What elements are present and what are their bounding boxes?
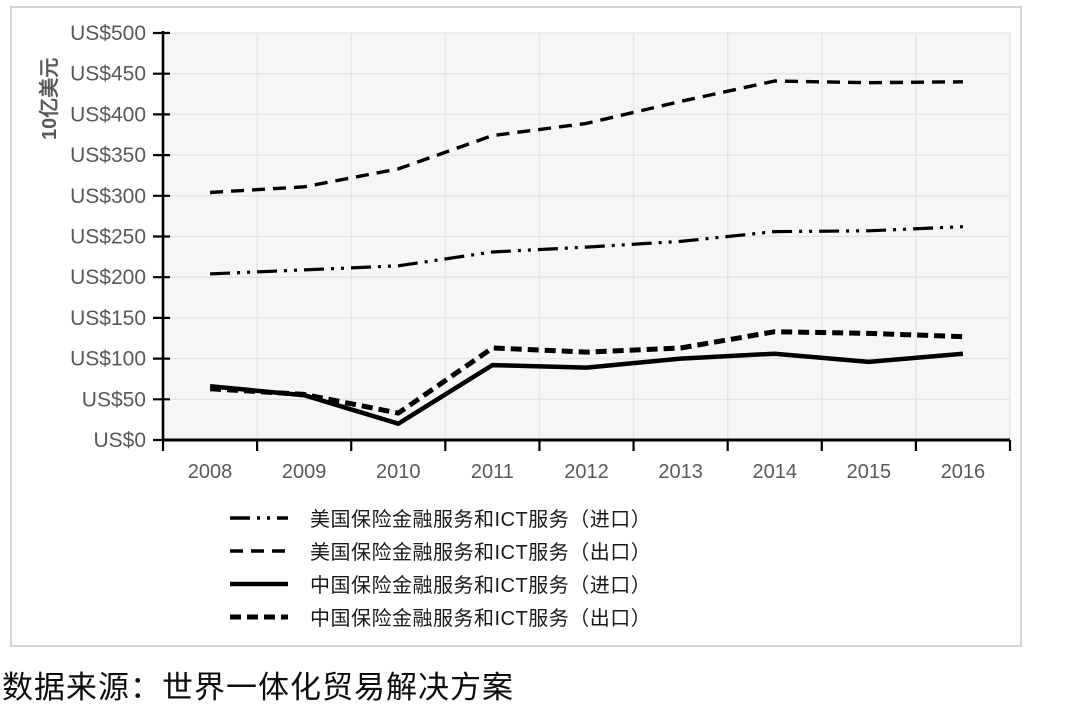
svg-text:2013: 2013 [658,461,703,483]
legend-label: 美国保险金融服务和ICT服务（进口） [310,509,652,531]
solid-line-icon [230,581,288,586]
svg-text:US$300: US$300 [70,185,146,208]
svg-text:US$200: US$200 [70,266,146,289]
y-axis-tick-labels: US$0 US$50 US$100 US$150 US$200 US$250 US$300 U… [70,22,146,452]
svg-text:2008: 2008 [188,461,233,483]
chart-legend: 美国保险金融服务和ICT服务（进口） 美国保险金融服务和ICT服务（出口） 中国… [228,504,651,630]
line-chart: US$0 US$50 US$100 US$150 US$200 US$250 US$300 U… [37,22,1012,483]
legend-item-us-import: 美国保险金融服务和ICT服务（进口） [228,504,651,531]
svg-text:US$50: US$50 [82,388,146,411]
svg-text:2011: 2011 [471,461,514,483]
legend-label: 中国保险金融服务和ICT服务（出口） [310,608,652,630]
dash-dot-dot-line-icon [230,515,288,520]
svg-text:US$450: US$450 [70,63,146,86]
legend-label: 美国保险金融服务和ICT服务（出口） [310,542,652,564]
data-source-note: 数据来源：世界一体化贸易解决方案 [2,670,514,705]
svg-text:US$100: US$100 [70,348,146,371]
svg-text:2014: 2014 [752,461,797,483]
x-axis-tick-labels: 2008 2009 2010 2011 2012 2013 2014 2015 2016 [188,461,985,483]
series-us-insurance-finance-ict-import-line [210,225,963,276]
svg-text:2010: 2010 [376,461,421,483]
svg-text:US$400: US$400 [70,103,146,126]
dashed-line-icon [230,548,288,553]
svg-text:US$350: US$350 [70,144,146,167]
svg-text:US$0: US$0 [93,429,146,452]
svg-text:2015: 2015 [847,461,892,483]
axes [153,31,1012,451]
series-cn-insurance-finance-ict-export-line [209,329,963,416]
y-axis-title: 10亿美元 [37,58,61,140]
svg-text:2016: 2016 [941,461,986,483]
svg-text:2009: 2009 [282,461,327,483]
legend-item-cn-export: 中国保险金融服务和ICT服务（出口） [228,603,651,630]
svg-text:US$150: US$150 [70,307,146,330]
legend-item-us-export: 美国保险金融服务和ICT服务（出口） [228,537,651,564]
series-cn-insurance-finance-ict-import-line [209,351,964,426]
legend-item-cn-import: 中国保险金融服务和ICT服务（进口） [228,570,651,597]
thick-dashed-line-icon [230,614,288,619]
svg-text:2012: 2012 [564,461,609,483]
svg-text:US$250: US$250 [70,226,146,249]
legend-label: 中国保险金融服务和ICT服务（进口） [310,575,652,597]
svg-text:US$500: US$500 [70,22,146,45]
series-us-insurance-finance-ict-export-line [209,79,963,195]
